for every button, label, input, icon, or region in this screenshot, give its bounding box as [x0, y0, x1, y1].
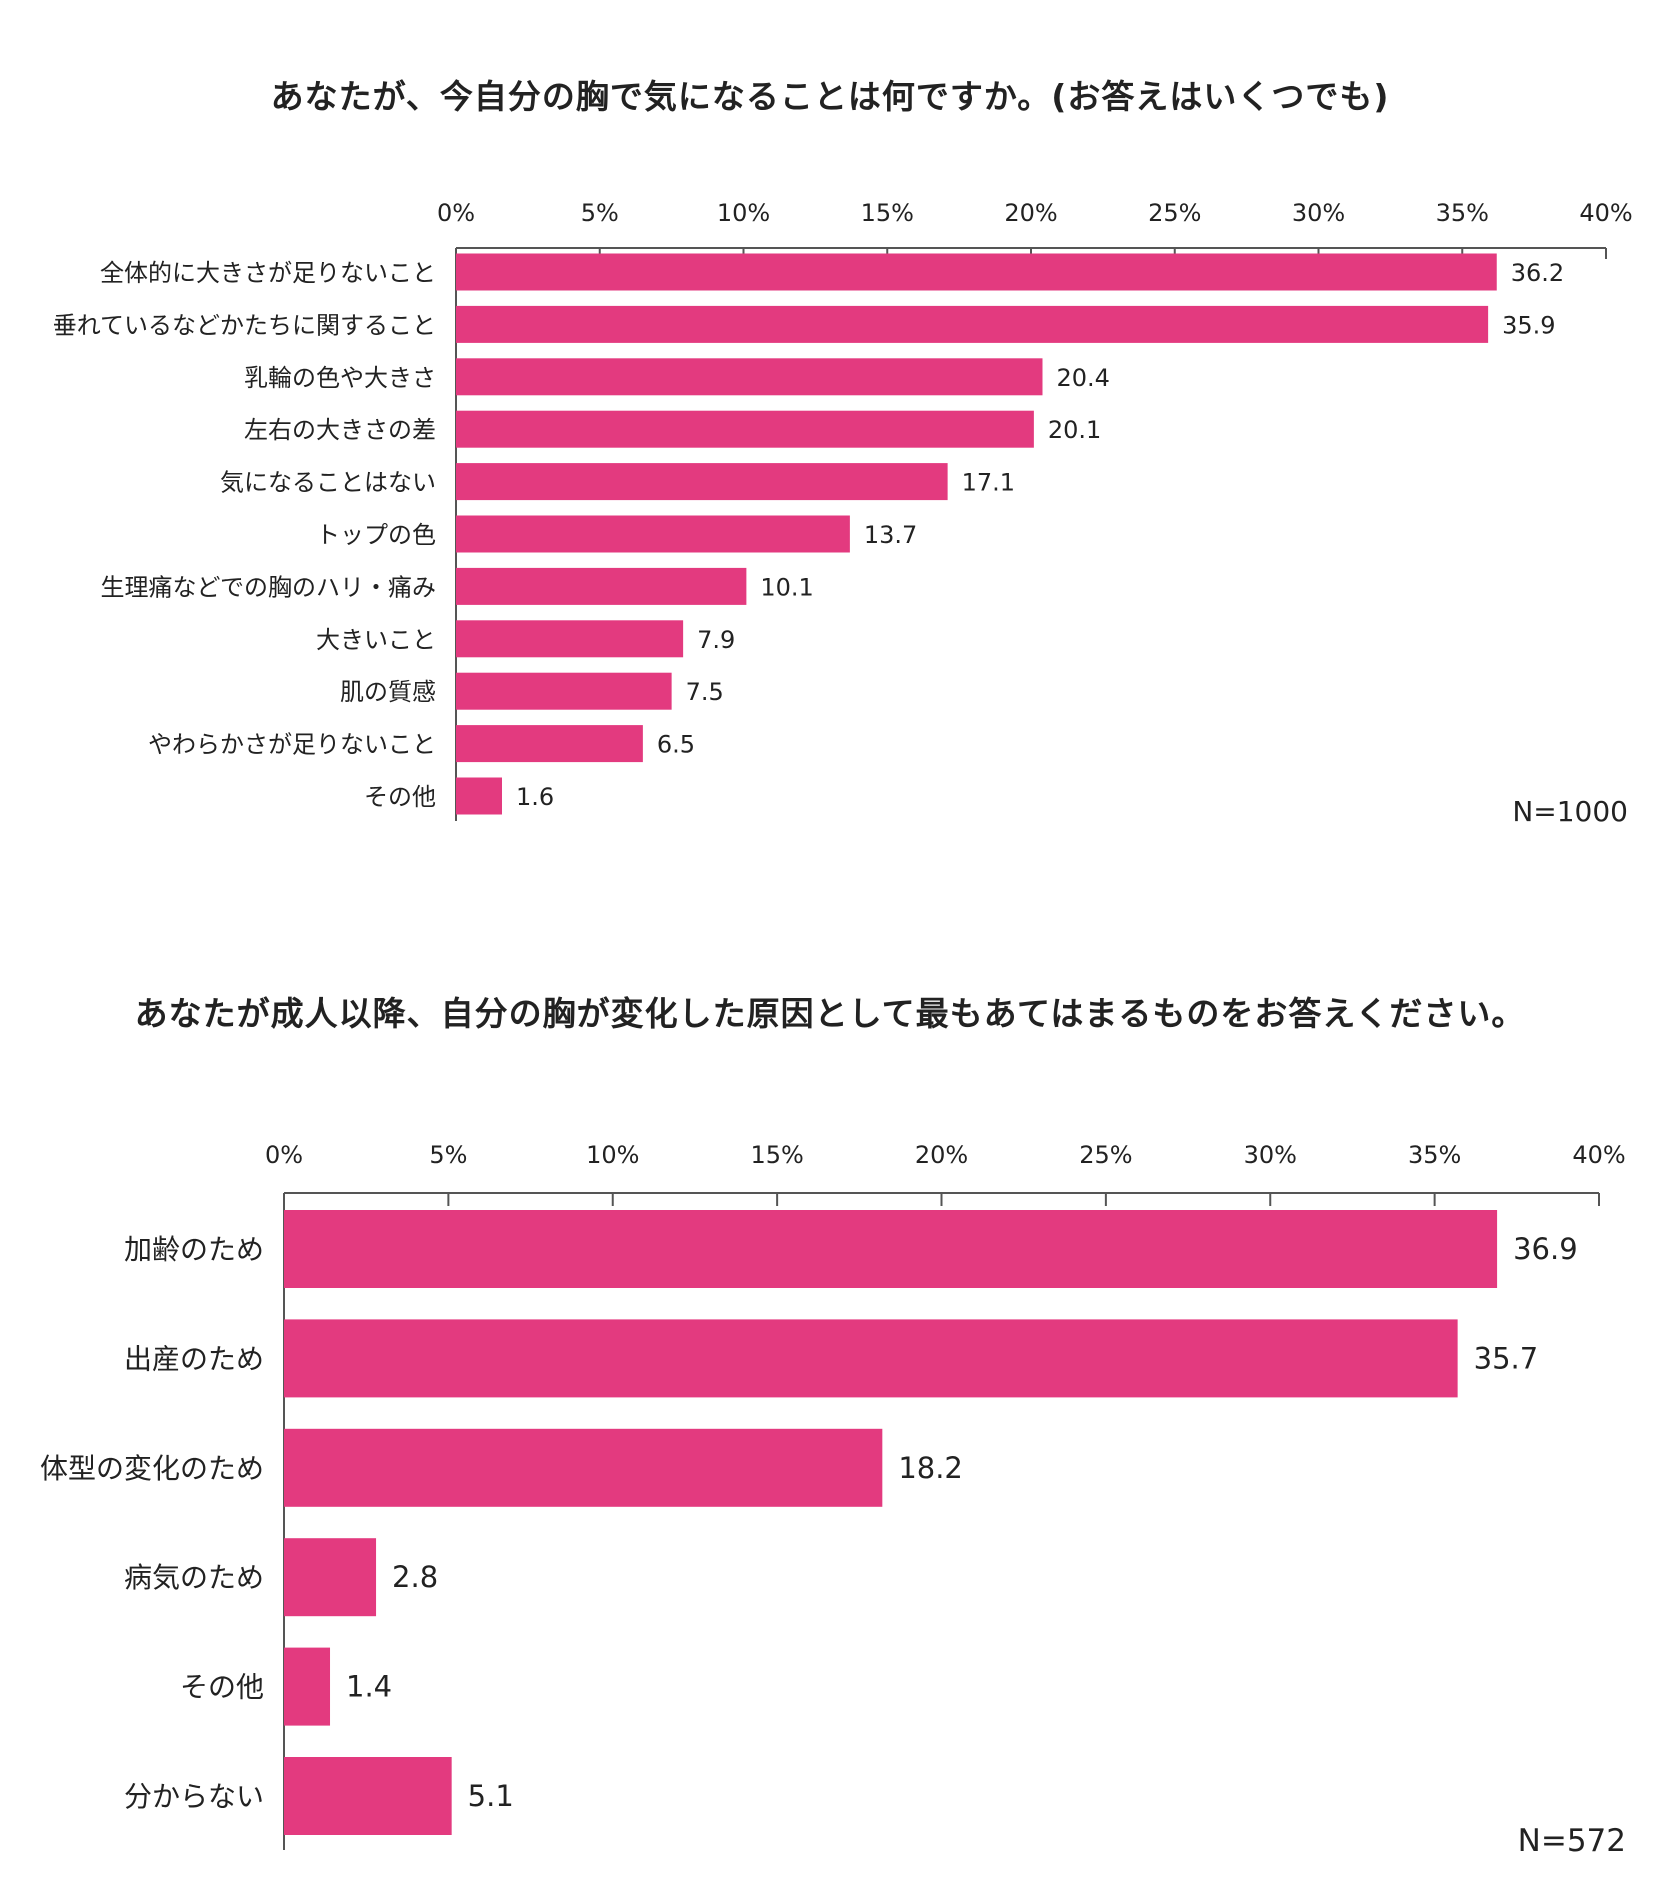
x-tick-label: 25%: [1148, 199, 1201, 227]
data-label: 36.9: [1513, 1232, 1578, 1266]
bar: [284, 1428, 883, 1507]
data-label: 17.1: [962, 469, 1015, 497]
bar: [284, 1319, 1458, 1398]
category-label: 分からない: [124, 1780, 264, 1813]
data-label: 35.7: [1474, 1341, 1539, 1375]
category-label: 体型の変化のため: [40, 1452, 264, 1485]
bar: [456, 725, 643, 763]
x-tick-label: 10%: [717, 199, 770, 227]
x-tick-label: 40%: [1572, 1141, 1625, 1169]
data-label: 7.9: [697, 626, 735, 654]
category-label: 生理痛などでの胸のハリ・痛み: [100, 573, 436, 601]
bar: [456, 358, 1043, 396]
category-label: 乳輪の色や大きさ: [244, 364, 436, 392]
x-tick-label: 10%: [586, 1141, 639, 1169]
x-tick-label: 15%: [750, 1141, 803, 1169]
category-label: 加齢のため: [124, 1233, 264, 1266]
category-label: その他: [180, 1671, 264, 1704]
bar: [284, 1647, 331, 1726]
category-label: 左右の大きさの差: [244, 416, 436, 444]
data-label: 20.4: [1057, 364, 1110, 392]
x-tick-label: 35%: [1436, 199, 1489, 227]
category-label: 気になることはない: [220, 469, 436, 497]
chart1-plot: 0% 5% 10% 15% 20% 25% 30% 35% 40% 全体的に大きさが足りないこと 3…: [53, 199, 1633, 828]
data-label: 18.2: [898, 1451, 963, 1485]
category-label: 大きいこと: [316, 626, 436, 654]
data-label: 1.6: [516, 783, 554, 811]
category-label: 肌の質感: [340, 678, 436, 706]
category-label: 病気のため: [124, 1561, 264, 1594]
x-tick-label: 20%: [915, 1141, 968, 1169]
x-tick-label: 0%: [437, 199, 475, 227]
data-label: 35.9: [1502, 311, 1555, 339]
bar: [456, 410, 1034, 448]
bar: [456, 777, 502, 815]
bar: [284, 1210, 1498, 1288]
x-tick-label: 5%: [581, 199, 619, 227]
data-label: 2.8: [392, 1560, 438, 1594]
bar: [456, 515, 850, 553]
data-label: 10.1: [760, 573, 813, 601]
category-label: 垂れているなどかたちに関すること: [53, 311, 436, 339]
x-tick-label: 5%: [429, 1141, 467, 1169]
sample-size-note: N=1000: [1512, 795, 1628, 828]
chart2-title: あなたが成人以降、自分の胸が変化した原因として最もあてはまるものをお答えください…: [134, 994, 1526, 1033]
category-label: やわらかさが足りないこと: [148, 731, 436, 759]
category-label: 全体的に大きさが足りないこと: [100, 259, 436, 287]
category-label: その他: [364, 783, 436, 811]
sample-size-note: N=572: [1518, 1823, 1626, 1859]
x-tick-label: 40%: [1579, 199, 1632, 227]
data-label: 13.7: [864, 521, 917, 549]
x-tick-label: 20%: [1004, 199, 1057, 227]
bar: [456, 672, 672, 710]
bar: [456, 567, 747, 605]
x-tick-label: 30%: [1292, 199, 1345, 227]
category-label: トップの色: [316, 521, 436, 549]
bar: [284, 1757, 452, 1835]
data-label: 5.1: [468, 1779, 514, 1813]
data-label: 7.5: [686, 678, 724, 706]
data-label: 1.4: [346, 1670, 392, 1704]
chart1-title: あなたが、今自分の胸で気になることは何ですか。(お答えはいくつでも): [270, 77, 1390, 116]
bar: [284, 1538, 377, 1617]
x-tick-label: 25%: [1079, 1141, 1132, 1169]
data-label: 36.2: [1511, 259, 1564, 287]
data-label: 20.1: [1048, 416, 1101, 444]
x-tick-label: 35%: [1408, 1141, 1461, 1169]
bar: [456, 305, 1489, 343]
x-tick-label: 15%: [861, 199, 914, 227]
data-label: 6.5: [657, 731, 695, 759]
x-tick-label: 0%: [265, 1141, 303, 1169]
bar: [456, 463, 948, 501]
bar: [456, 620, 684, 658]
x-tick-label: 30%: [1244, 1141, 1297, 1169]
category-label: 出産のため: [124, 1342, 264, 1375]
bar: [456, 253, 1497, 291]
